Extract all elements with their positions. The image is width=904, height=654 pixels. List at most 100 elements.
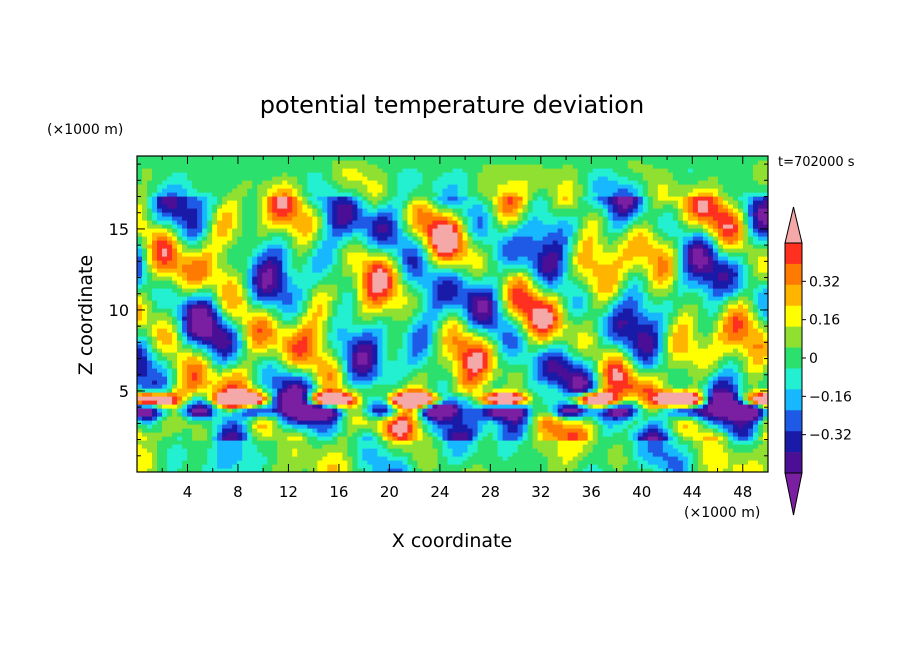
field-cell — [452, 444, 459, 449]
field-cell — [227, 440, 233, 445]
field-cell — [187, 328, 193, 333]
field-cell — [567, 332, 574, 337]
field-cell — [477, 344, 484, 349]
field-cell — [592, 440, 599, 445]
field-cell — [217, 380, 223, 385]
field-cell — [422, 340, 429, 345]
field-cell — [162, 416, 168, 421]
field-cell — [477, 392, 484, 397]
field-cell — [437, 452, 444, 457]
field-cell — [507, 464, 514, 469]
field-cell — [617, 452, 624, 457]
field-cell — [462, 376, 469, 381]
field-cell — [637, 372, 644, 377]
field-cell — [357, 352, 363, 357]
field-cell — [747, 380, 754, 385]
field-cell — [517, 316, 524, 321]
field-cell — [322, 404, 328, 409]
field-cell — [667, 336, 674, 341]
field-cell — [732, 432, 739, 437]
field-cell — [497, 320, 504, 325]
field-cell — [697, 352, 704, 357]
field-cell — [287, 388, 293, 393]
field-cell — [192, 388, 198, 393]
field-cell — [577, 428, 584, 433]
field-cell — [722, 384, 729, 389]
field-cell — [162, 320, 168, 325]
field-cell — [567, 348, 574, 353]
field-cell — [647, 316, 654, 321]
field-cell — [297, 444, 303, 449]
field-cell — [602, 320, 609, 325]
field-cell — [412, 352, 419, 357]
field-cell — [157, 452, 163, 457]
field-cell — [522, 384, 529, 389]
field-cell — [592, 356, 599, 361]
field-cell — [452, 420, 459, 425]
field-cell — [557, 328, 564, 333]
field-cell — [522, 388, 529, 393]
field-cell — [302, 420, 308, 425]
field-cell — [412, 328, 419, 333]
field-cell — [287, 320, 293, 325]
field-cell — [152, 456, 158, 461]
field-cell — [677, 416, 684, 421]
field-cell — [362, 384, 368, 389]
field-cell — [407, 444, 414, 449]
field-cell — [562, 444, 569, 449]
field-cell — [322, 312, 328, 317]
field-cell — [152, 384, 158, 389]
field-cell — [172, 348, 178, 353]
field-cell — [662, 368, 669, 373]
field-cell — [532, 336, 539, 341]
field-cell — [457, 348, 464, 353]
field-cell — [622, 412, 629, 417]
field-cell — [592, 452, 599, 457]
field-cell — [172, 316, 178, 321]
field-cell — [717, 412, 724, 417]
field-cell — [342, 328, 348, 333]
field-cell — [612, 380, 619, 385]
field-cell — [682, 328, 689, 333]
field-cell — [572, 324, 579, 329]
field-cell — [242, 360, 248, 365]
field-cell — [417, 312, 424, 317]
field-cell — [537, 364, 544, 369]
field-cell — [292, 444, 298, 449]
field-cell — [457, 364, 464, 369]
field-cell — [392, 408, 399, 413]
field-cell — [417, 348, 424, 353]
field-cell — [292, 352, 298, 357]
field-cell — [612, 420, 619, 425]
field-cell — [617, 420, 624, 425]
field-cell — [182, 348, 188, 353]
field-cell — [332, 448, 338, 453]
field-cell — [447, 436, 454, 441]
field-cell — [147, 468, 153, 472]
field-cell — [637, 316, 644, 321]
field-cell — [662, 448, 669, 453]
field-cell — [307, 384, 313, 389]
field-cell — [332, 328, 338, 333]
field-cell — [417, 356, 424, 361]
field-cell — [672, 436, 679, 441]
field-cell — [472, 316, 479, 321]
field-cell — [172, 396, 178, 401]
field-cell — [182, 448, 188, 453]
field-cell — [387, 336, 394, 341]
field-cell — [272, 408, 278, 413]
field-cell — [762, 328, 768, 333]
field-cell — [762, 420, 768, 425]
field-cell — [412, 364, 419, 369]
field-cell — [432, 332, 439, 337]
field-cell — [647, 384, 654, 389]
field-cell — [437, 312, 444, 317]
field-cell — [692, 384, 699, 389]
field-cell — [682, 364, 689, 369]
field-cell — [697, 428, 704, 433]
field-cell — [272, 444, 278, 449]
field-cell — [287, 356, 293, 361]
field-cell — [472, 424, 479, 429]
field-cell — [337, 328, 343, 333]
field-cell — [252, 384, 258, 389]
